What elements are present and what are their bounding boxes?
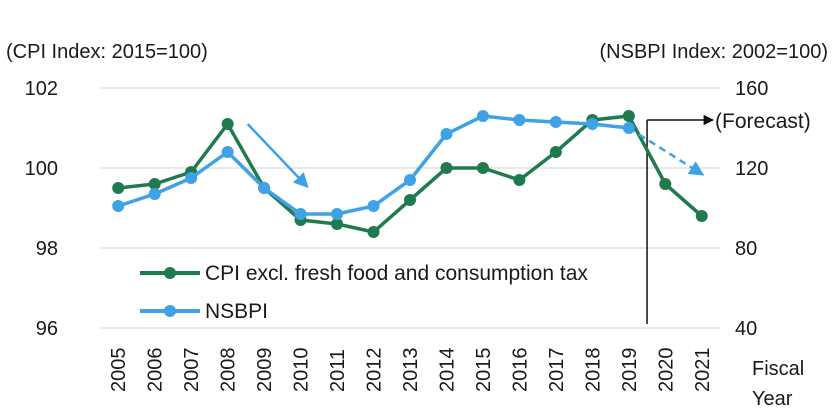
legend-marker-cpi — [164, 267, 176, 279]
x-tick-label: 2013 — [400, 348, 422, 393]
legend-marker-nsbpi — [164, 305, 176, 317]
data-point — [695, 210, 708, 222]
data-point — [404, 174, 416, 186]
right-y-axis: 40 80 120 160 — [735, 78, 768, 340]
data-point — [404, 194, 416, 206]
x-tick-label: 2014 — [436, 348, 458, 393]
right-tick-label: 120 — [735, 158, 768, 180]
data-point — [294, 208, 307, 220]
data-point — [513, 114, 526, 126]
data-point — [185, 172, 198, 184]
legend-label-nsbpi: NSBPI — [205, 300, 268, 323]
data-point — [440, 128, 453, 140]
data-point — [258, 182, 271, 194]
x-tick-label: 2019 — [619, 348, 641, 393]
x-axis-title-line2: Year — [752, 388, 793, 410]
data-point — [586, 118, 599, 130]
left-tick-label: 96 — [36, 318, 58, 340]
data-point — [513, 174, 526, 186]
x-tick-label: 2018 — [582, 348, 604, 393]
data-point — [367, 200, 380, 212]
data-point — [440, 162, 453, 174]
annotations: (Forecast) — [246, 110, 811, 324]
data-point — [112, 182, 125, 194]
data-point — [659, 178, 672, 190]
x-tick-label: 2010 — [291, 348, 313, 393]
data-point — [148, 178, 161, 190]
x-tick-label: 2021 — [692, 348, 714, 393]
data-point — [476, 110, 489, 122]
right-tick-label: 80 — [735, 238, 757, 260]
x-tick-label: 2011 — [327, 349, 349, 392]
right-tick-label: 160 — [735, 78, 768, 100]
x-axis: 2005 2006 2007 2008 2009 2010 2011 2012 2013 2014… — [108, 348, 714, 393]
data-point — [148, 188, 161, 200]
data-point — [549, 146, 562, 158]
data-point — [221, 146, 234, 158]
x-tick-label: 2005 — [108, 348, 130, 393]
legend-label-cpi: CPI excl. fresh food and consumption tax — [205, 262, 588, 285]
x-tick-label: 2008 — [218, 348, 240, 393]
x-tick-label: 2017 — [546, 348, 568, 393]
forecast-label: (Forecast) — [715, 110, 811, 133]
right-tick-label: 40 — [735, 318, 757, 340]
x-tick-label: 2015 — [473, 348, 495, 393]
data-point — [549, 116, 562, 128]
left-axis-title: (CPI Index: 2015=100) — [6, 41, 208, 63]
x-tick-label: 2006 — [145, 348, 167, 393]
x-tick-label: 2016 — [509, 348, 531, 393]
left-tick-label: 100 — [25, 158, 58, 180]
left-tick-label: 98 — [36, 238, 58, 260]
left-y-axis: 96 98 100 102 — [25, 78, 58, 340]
series — [112, 110, 708, 238]
x-axis-title-line1: Fiscal — [752, 358, 804, 380]
trend-arrow-icon — [246, 123, 309, 189]
right-axis-title: (NSBPI Index: 2002=100) — [600, 41, 828, 63]
data-point — [622, 110, 635, 122]
legend: CPI excl. fresh food and consumption tax… — [140, 262, 588, 323]
x-tick-label: 2007 — [181, 348, 203, 393]
data-point — [367, 226, 380, 238]
data-point — [112, 200, 125, 212]
data-point — [221, 118, 234, 130]
x-tick-label: 2009 — [254, 348, 276, 393]
data-point — [476, 162, 489, 174]
data-point — [331, 218, 344, 230]
x-tick-label: 2020 — [655, 348, 677, 393]
forecast-dashed-arrow — [628, 126, 705, 176]
x-tick-label: 2012 — [364, 348, 386, 393]
data-point — [331, 208, 344, 220]
left-tick-label: 102 — [25, 78, 58, 100]
